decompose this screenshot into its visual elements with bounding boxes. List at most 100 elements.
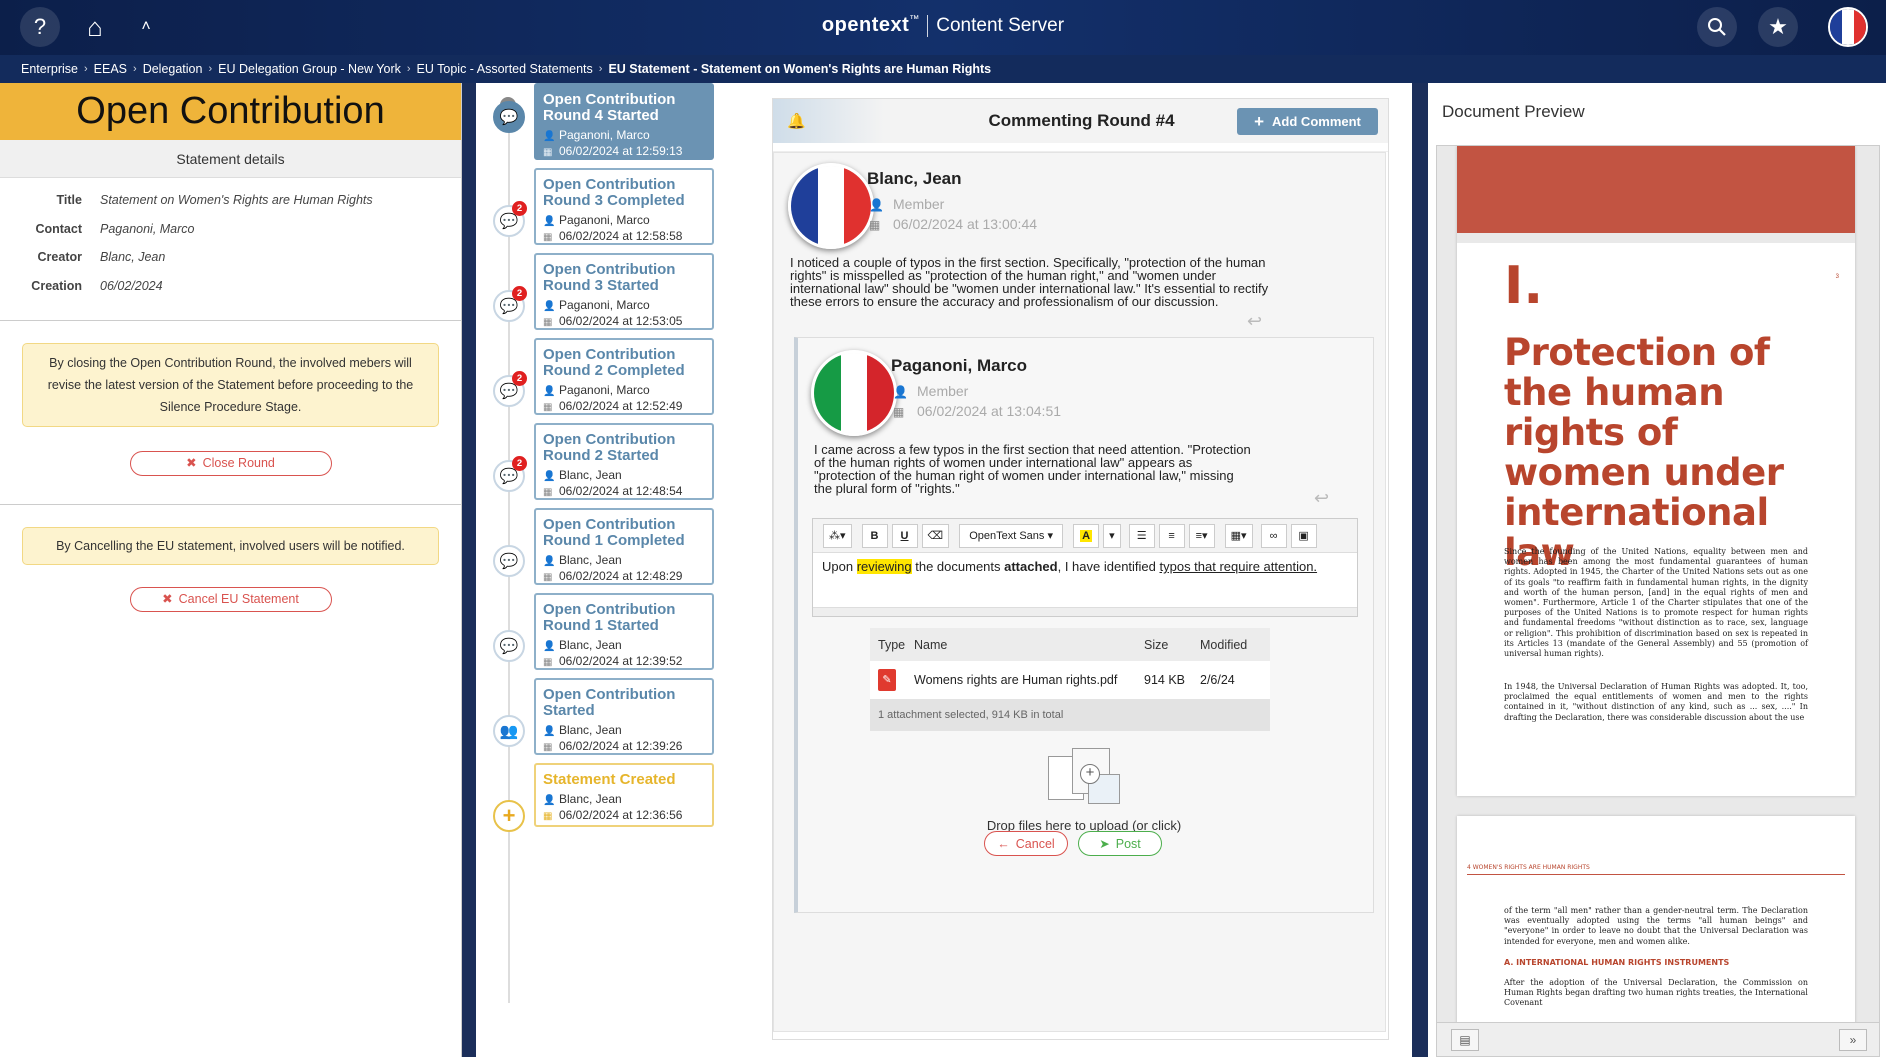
breadcrumb-topic[interactable]: EU Topic - Assorted Statements [416, 62, 593, 76]
timeline-event-date: ▦ 06/02/2024 at 12:39:52 [543, 654, 705, 668]
flag-stripe [840, 353, 868, 433]
timeline-card[interactable]: Open Contribution Started 👤 Blanc, Jean ▦ 06… [534, 678, 714, 755]
commenting-round-title: Commenting Round #4 [988, 111, 1175, 130]
table-row[interactable]: ✎ Womens rights are Human rights.pdf 914… [870, 661, 1270, 699]
timeline-event-date: ▦ 06/02/2024 at 12:39:26 [543, 739, 705, 753]
viewer-footer: ▤ » [1437, 1022, 1879, 1056]
user-icon: 👤 [543, 216, 556, 227]
timeline-event-user: 👤 Blanc, Jean [543, 468, 705, 482]
reply-icon[interactable]: ↩ [1314, 488, 1330, 508]
highlight-dropdown-icon[interactable]: ▾ [1103, 523, 1121, 548]
plus-icon: + [493, 800, 525, 832]
bell-icon[interactable]: 🔔 [787, 113, 806, 130]
user-icon: 👤 [543, 131, 556, 142]
numbered-list-icon[interactable]: ≡ [1158, 523, 1185, 548]
search-icon[interactable] [1697, 7, 1737, 47]
close-round-label: Close Round [202, 456, 275, 470]
drop-zone-label: Drop files here to upload (or click) [986, 818, 1182, 833]
breadcrumb-current: EU Statement - Statement on Women's Righ… [608, 62, 992, 76]
cancel-statement-button[interactable]: ✖ Cancel EU Statement [129, 587, 332, 612]
expand-icon[interactable]: » [1839, 1029, 1867, 1051]
editor-text-run: the documents [911, 559, 1005, 574]
sidebar-toggle-icon[interactable]: ▤ [1451, 1029, 1479, 1051]
breadcrumb-delegation[interactable]: Delegation [142, 62, 203, 76]
document-viewer[interactable]: I. 3 Protection of the human rights of w… [1436, 145, 1880, 1057]
document-page: 4 WOMEN'S RIGHTS ARE HUMAN RIGHTS of the… [1457, 816, 1855, 1056]
detail-key: Creation [31, 278, 82, 293]
bold-button[interactable]: B [861, 523, 888, 548]
timeline-event-title: Open Contribution Round 3 Started [543, 261, 676, 294]
file-drop-zone[interactable]: + Drop files here to upload (or click) [798, 746, 1370, 833]
bulleted-list-icon[interactable]: ☰ [1128, 523, 1155, 548]
image-icon[interactable]: ▣ [1290, 523, 1317, 548]
highlight-color-button[interactable]: A [1073, 523, 1100, 548]
user-name: Paganoni, Marco [559, 128, 650, 142]
timeline-event-title: Open Contribution Round 3 Completed [543, 176, 685, 209]
user-icon: 👤 [893, 385, 908, 399]
attachment-name[interactable]: Womens rights are Human rights.pdf [906, 661, 1136, 699]
attachment-size: 914 KB [1136, 661, 1192, 699]
breadcrumb-enterprise[interactable]: Enterprise [21, 62, 78, 76]
calendar-icon: ▦ [543, 402, 553, 413]
timeline-card[interactable]: Statement Created 👤 Blanc, Jean ▦ 06/02/2024… [534, 763, 714, 827]
reply-icon[interactable]: ↩ [1247, 311, 1263, 331]
table-icon[interactable]: ▦▾ [1224, 523, 1253, 548]
editor-resize-handle[interactable] [813, 607, 1357, 616]
breadcrumb-eeas[interactable]: EEAS [93, 62, 128, 76]
comment-thread: Blanc, Jean 👤 Member ▦ 06/02/2024 at 13:00… [773, 151, 1388, 1039]
comment-text: I noticed a couple of typos in the first… [790, 255, 1269, 309]
comment-author: Blanc, Jean [867, 169, 962, 188]
detail-value: 06/02/2024 [100, 278, 163, 293]
detail-row: Creation 06/02/2024 [0, 272, 461, 301]
detail-key: Title [56, 193, 82, 208]
timeline-event-date: ▦ 06/02/2024 at 12:52:49 [543, 399, 705, 413]
breadcrumb-delegation-group[interactable]: EU Delegation Group - New York [218, 62, 401, 76]
panel-gap [1412, 83, 1428, 1057]
collapse-header-icon[interactable]: ˄ [141, 18, 151, 35]
editor-content[interactable]: Upon reviewing the documents attached, I… [813, 553, 1357, 580]
home-icon[interactable]: ⌂ [87, 11, 103, 42]
timeline-card[interactable]: Open Contribution Round 3 Completed 👤 Paga… [534, 168, 714, 245]
timeline-event-date: ▦ 06/02/2024 at 12:36:56 [543, 808, 705, 822]
brand-logo: opentext™ Content Server [0, 14, 1886, 37]
user-name: Blanc, Jean [559, 792, 622, 806]
divider [0, 320, 461, 321]
editor-text-run: , I have identified [1057, 559, 1160, 574]
add-comment-button[interactable]: + Add Comment [1237, 108, 1378, 135]
divider [0, 504, 461, 505]
calendar-icon: ▦ [543, 487, 553, 498]
flag-stripe [791, 166, 818, 246]
underline-button[interactable]: U [891, 523, 918, 548]
page-marker: 3 [1835, 274, 1839, 280]
timeline-card[interactable]: Open Contribution Round 1 Started 👤 Blanc,… [534, 593, 714, 670]
chevron-right-icon: › [406, 63, 411, 75]
search-icon-glyph [1708, 18, 1726, 36]
user-icon: 👤 [543, 386, 556, 397]
rich-text-editor[interactable]: ⁂▾ B U ⌫ OpenText Sans ▾ A ▾ ☰ ≡ ≡▾ ▦▾ ∞ [812, 518, 1358, 617]
link-icon[interactable]: ∞ [1260, 523, 1287, 548]
timeline-card[interactable]: Open Contribution Round 4 Started 👤 Pagano… [534, 83, 714, 160]
user-avatar[interactable] [1828, 7, 1868, 47]
cancel-statement-label: Cancel EU Statement [178, 592, 299, 606]
cancel-label: Cancel [1015, 836, 1055, 851]
font-select[interactable]: OpenText Sans ▾ [959, 523, 1064, 548]
help-icon[interactable]: ? [20, 7, 60, 47]
magic-wand-icon[interactable]: ⁂▾ [823, 523, 852, 548]
comment-date: ▦ 06/02/2024 at 13:04:51 [893, 403, 1061, 419]
timeline-card[interactable]: Open Contribution Round 3 Started 👤 Pagano… [534, 253, 714, 330]
user-icon: 👤 [543, 471, 556, 482]
top-header: ? ⌂ ˄ opentext™ Content Server ★ [0, 0, 1886, 55]
user-name: Blanc, Jean [559, 468, 622, 482]
users-icon: 👥 [493, 715, 525, 747]
favorites-icon[interactable]: ★ [1758, 7, 1798, 47]
cancel-button[interactable]: ← Cancel [984, 831, 1068, 856]
eraser-icon[interactable]: ⌫ [921, 523, 950, 548]
flag-stripe [817, 166, 845, 246]
timeline-card[interactable]: Open Contribution Round 2 Started 👤 Blanc,… [534, 423, 714, 500]
align-icon[interactable]: ≡▾ [1188, 523, 1215, 548]
post-button[interactable]: ➤ Post [1078, 831, 1162, 856]
calendar-icon: ▦ [543, 147, 553, 158]
close-round-button[interactable]: ✖ Close Round [129, 451, 332, 476]
timeline-card[interactable]: Open Contribution Round 2 Completed 👤 Paga… [534, 338, 714, 415]
timeline-card[interactable]: Open Contribution Round 1 Completed 👤 Blan… [534, 508, 714, 585]
